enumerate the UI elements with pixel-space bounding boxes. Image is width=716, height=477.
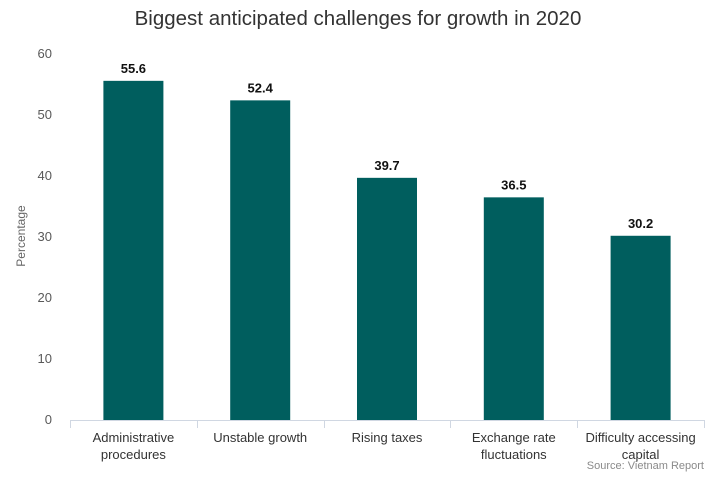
bar <box>610 235 671 420</box>
bar <box>103 80 164 420</box>
source-note: Source: Vietnam Report <box>586 460 704 472</box>
bar <box>483 197 544 420</box>
y-tick-label: 30 <box>38 229 52 244</box>
y-tick-label: 60 <box>38 46 52 61</box>
bar <box>357 177 417 420</box>
bar <box>230 100 291 421</box>
data-label: 30.2 <box>628 216 653 231</box>
category-label: fluctuations <box>481 447 547 462</box>
category-label: procedures <box>101 447 167 462</box>
y-tick-label: 20 <box>38 290 52 305</box>
data-label: 52.4 <box>248 80 274 95</box>
category-label: Unstable growth <box>213 430 307 445</box>
category-label: Rising taxes <box>352 430 423 445</box>
y-tick-label: 0 <box>45 412 52 427</box>
chart-title: Biggest anticipated challenges for growt… <box>134 7 582 30</box>
category-label: Difficulty accessing <box>585 430 695 445</box>
y-tick-label: 40 <box>38 168 52 183</box>
data-label: 39.7 <box>374 158 399 173</box>
data-label: 55.6 <box>121 61 146 76</box>
y-tick-label: 10 <box>38 351 52 366</box>
category-label: Administrative <box>93 430 175 445</box>
category-label: capital <box>622 447 660 462</box>
y-tick-label: 50 <box>38 107 52 122</box>
category-label: Exchange rate <box>472 430 556 445</box>
data-label: 36.5 <box>501 177 526 192</box>
